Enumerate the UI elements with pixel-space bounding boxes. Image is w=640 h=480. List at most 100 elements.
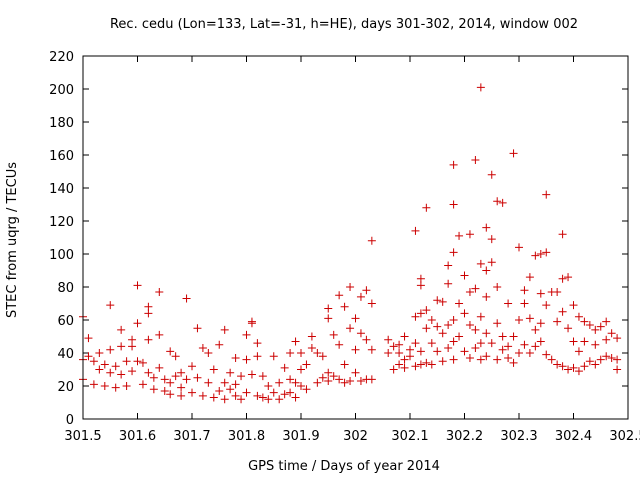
data-point xyxy=(444,261,453,270)
data-point xyxy=(422,324,431,333)
data-point xyxy=(427,339,436,348)
data-point xyxy=(509,332,518,341)
x-tick-label: 302.1 xyxy=(391,429,428,444)
data-point xyxy=(569,337,578,346)
x-tick-label: 301.5 xyxy=(64,429,101,444)
data-point xyxy=(509,358,518,367)
data-point xyxy=(591,360,600,369)
data-point xyxy=(482,352,491,361)
data-point xyxy=(144,368,153,377)
data-point xyxy=(297,382,305,390)
data-point xyxy=(155,330,164,339)
data-point xyxy=(198,344,207,353)
data-point xyxy=(100,382,109,390)
data-point xyxy=(117,342,126,351)
data-point xyxy=(138,358,147,367)
data-point xyxy=(340,378,349,387)
data-point xyxy=(155,287,164,296)
data-point xyxy=(177,391,186,400)
data-point xyxy=(253,391,262,400)
data-point xyxy=(411,226,420,235)
data-point xyxy=(596,355,605,364)
data-point xyxy=(117,370,126,379)
data-point xyxy=(558,230,567,239)
data-point xyxy=(329,372,338,381)
data-point xyxy=(449,248,458,257)
data-point xyxy=(335,375,344,384)
data-point xyxy=(286,375,295,384)
data-point xyxy=(356,292,365,301)
data-point xyxy=(449,160,458,169)
chart-title: Rec. cedu (Lon=133, Lat=-31, h=HE), days… xyxy=(110,17,578,32)
data-point xyxy=(220,325,229,334)
data-point xyxy=(307,332,316,341)
data-point xyxy=(542,301,551,310)
data-point xyxy=(542,248,551,257)
data-point xyxy=(455,299,464,308)
data-point xyxy=(362,335,371,344)
data-point xyxy=(482,223,491,232)
data-point xyxy=(155,363,164,372)
x-tick-label: 302.3 xyxy=(500,429,537,444)
data-point xyxy=(356,329,365,338)
data-point xyxy=(520,286,529,295)
y-tick-label: 120 xyxy=(49,215,74,230)
data-point xyxy=(329,330,338,339)
data-point xyxy=(237,372,246,381)
data-point xyxy=(438,297,447,306)
data-point xyxy=(536,337,545,346)
data-point xyxy=(422,203,431,212)
data-point xyxy=(416,347,425,356)
data-point xyxy=(455,332,464,341)
data-point xyxy=(449,200,458,209)
data-point xyxy=(389,365,398,374)
data-point xyxy=(160,386,169,395)
data-points xyxy=(79,83,622,404)
data-point xyxy=(226,368,235,377)
data-point xyxy=(149,385,158,394)
data-point xyxy=(536,289,545,298)
data-point xyxy=(313,349,322,357)
data-point xyxy=(607,353,616,362)
data-point xyxy=(395,340,404,349)
data-point xyxy=(553,317,562,326)
data-point xyxy=(346,377,355,386)
data-point xyxy=(182,375,191,384)
data-point xyxy=(465,320,474,329)
data-point xyxy=(302,385,311,394)
data-point xyxy=(482,329,491,338)
data-point xyxy=(449,337,458,346)
data-point xyxy=(280,363,289,372)
data-point xyxy=(444,344,453,353)
data-point xyxy=(166,378,175,387)
data-point xyxy=(367,345,376,354)
data-point xyxy=(291,337,300,346)
data-point xyxy=(531,251,540,260)
data-point xyxy=(553,360,562,369)
data-point xyxy=(106,368,115,377)
data-point xyxy=(465,287,474,296)
data-point xyxy=(520,340,529,349)
data-point xyxy=(395,349,404,357)
data-point xyxy=(188,388,196,397)
data-point xyxy=(220,395,229,404)
data-point xyxy=(553,287,562,296)
data-point xyxy=(346,283,355,291)
data-point xyxy=(324,368,333,377)
data-point xyxy=(498,198,507,207)
data-point xyxy=(220,378,229,387)
data-point xyxy=(275,378,284,387)
data-point xyxy=(444,279,453,288)
data-point xyxy=(395,360,404,369)
data-point xyxy=(133,281,142,290)
data-point xyxy=(177,368,186,377)
x-tick-label: 302.2 xyxy=(446,429,483,444)
data-point xyxy=(122,382,131,390)
data-point xyxy=(471,284,480,293)
data-point xyxy=(389,342,398,351)
data-point xyxy=(493,197,502,206)
data-point xyxy=(547,355,556,364)
data-point xyxy=(509,149,518,158)
data-point xyxy=(215,386,224,395)
